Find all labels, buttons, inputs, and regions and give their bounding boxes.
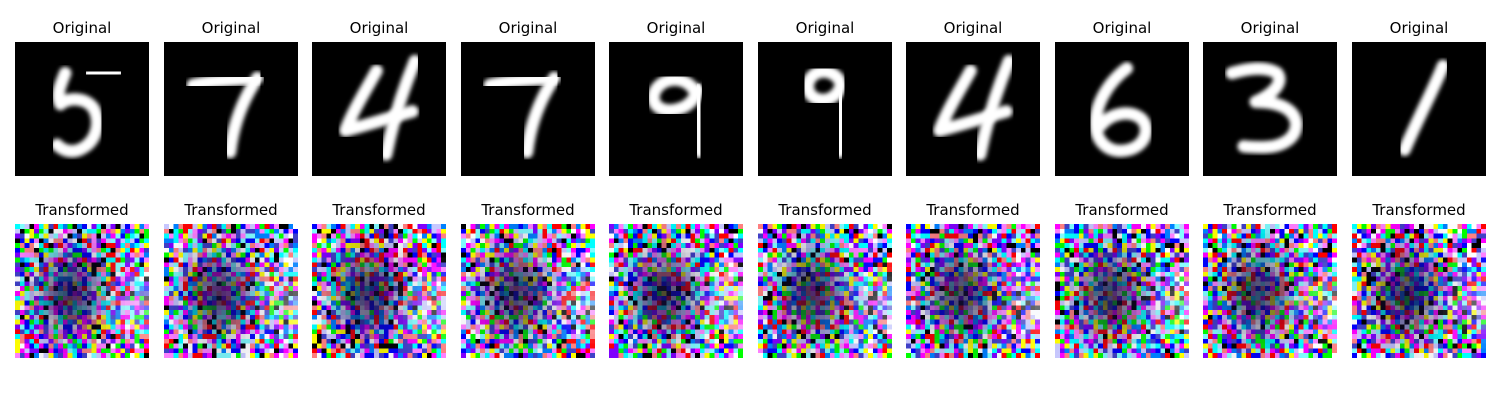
original-title: Original: [795, 19, 855, 37]
original-digit-image: [609, 42, 743, 176]
transformed-title: Transformed: [1372, 201, 1466, 219]
transformed-noise-image: [1352, 224, 1486, 358]
original-digit-image: [1352, 42, 1486, 176]
transformed-noise-image: [461, 224, 595, 358]
transformed-noise-image: [758, 224, 892, 358]
transformed-title: Transformed: [481, 201, 575, 219]
transformed-title: Transformed: [1075, 201, 1169, 219]
transformed-title: Transformed: [926, 201, 1020, 219]
original-digit-image: [1055, 42, 1189, 176]
original-digit-image: [164, 42, 298, 176]
original-title: Original: [498, 19, 558, 37]
original-title: Original: [201, 19, 261, 37]
original-digit-image: [758, 42, 892, 176]
transformed-title: Transformed: [35, 201, 129, 219]
transformed-noise-image: [609, 224, 743, 358]
original-digit-image: [312, 42, 446, 176]
transformed-title: Transformed: [332, 201, 426, 219]
transformed-noise-image: [906, 224, 1040, 358]
transformed-title: Transformed: [1223, 201, 1317, 219]
original-title: Original: [1389, 19, 1449, 37]
transformed-noise-image: [1203, 224, 1337, 358]
original-title: Original: [52, 19, 112, 37]
original-title: Original: [943, 19, 1003, 37]
original-title: Original: [349, 19, 409, 37]
transformed-title: Transformed: [629, 201, 723, 219]
transformed-noise-image: [1055, 224, 1189, 358]
original-digit-image: [906, 42, 1040, 176]
transformed-noise-image: [164, 224, 298, 358]
transformed-title: Transformed: [184, 201, 278, 219]
original-title: Original: [1092, 19, 1152, 37]
original-digit-image: [15, 42, 149, 176]
original-title: Original: [646, 19, 706, 37]
original-digit-image: [461, 42, 595, 176]
original-title: Original: [1240, 19, 1300, 37]
original-digit-image: [1203, 42, 1337, 176]
transformed-title: Transformed: [778, 201, 872, 219]
transformed-noise-image: [15, 224, 149, 358]
transformed-noise-image: [312, 224, 446, 358]
